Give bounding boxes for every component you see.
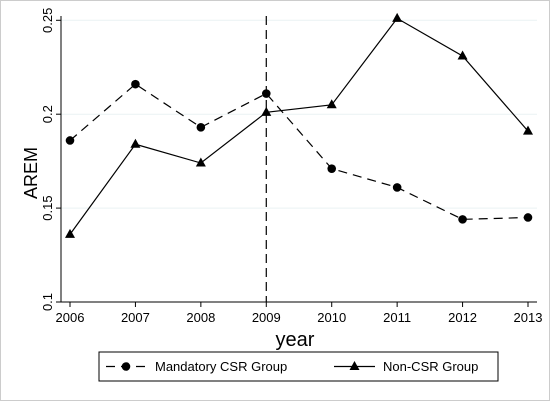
legend-label-mandatory-csr: Mandatory CSR Group (155, 359, 287, 374)
y-tick-label: 0.15 (40, 195, 55, 220)
data-point-circle (196, 123, 206, 132)
series-line (69, 83, 529, 220)
data-point-triangle (65, 228, 75, 238)
data-point-triangle (195, 157, 206, 167)
legend-marker-circle (121, 362, 131, 371)
legend-entry-non-csr: Non-CSR Group (334, 359, 478, 374)
series-non-csr (65, 12, 533, 238)
y-tick-label: 0.25 (40, 8, 55, 33)
legend-marker-triangle (349, 361, 360, 370)
x-tick-label: 2006 (56, 310, 85, 325)
x-tick-label: 2009 (252, 310, 281, 325)
data-point-circle (261, 89, 271, 98)
x-tick-label: 2011 (383, 310, 411, 325)
grid-layer (61, 16, 537, 302)
series-mandatory-csr (65, 79, 533, 224)
data-point-triangle (392, 12, 403, 22)
data-point-triangle (261, 106, 272, 116)
x-tick-label: 2012 (448, 310, 477, 325)
y-tick-label: 0.1 (40, 293, 55, 311)
plot-area (61, 16, 537, 302)
data-point-circle (131, 79, 140, 89)
data-point-circle (327, 164, 337, 173)
legend-entry-mandatory-csr: Mandatory CSR Group (106, 359, 287, 374)
data-point-circle (65, 136, 75, 145)
data-point-triangle (326, 99, 337, 109)
legend-box (98, 351, 499, 382)
x-tick-label: 2010 (317, 310, 346, 325)
series-line (69, 17, 529, 235)
data-point-triangle (130, 138, 141, 148)
x-axis-label: year (276, 329, 315, 351)
data-point-circle (523, 213, 533, 222)
data-point-circle (392, 183, 402, 192)
legend-label-non-csr: Non-CSR Group (383, 359, 478, 374)
data-point-circle (458, 215, 467, 224)
axes-layer: 0.1 0.15 0.2 0.25 2006 2007 2008 2009 2010 2011 20… (40, 8, 542, 325)
legend: Mandatory CSR Group Non-CSR Group (98, 351, 499, 382)
x-tick-label: 2013 (514, 310, 543, 325)
y-tick-label: 0.2 (40, 105, 55, 123)
y-axis-label: AREM (21, 147, 41, 199)
series-layer (65, 12, 533, 238)
x-tick-label: 2008 (186, 310, 215, 325)
x-tick-label: 2007 (121, 310, 150, 325)
data-point-triangle (523, 125, 533, 135)
data-point-triangle (457, 50, 468, 60)
